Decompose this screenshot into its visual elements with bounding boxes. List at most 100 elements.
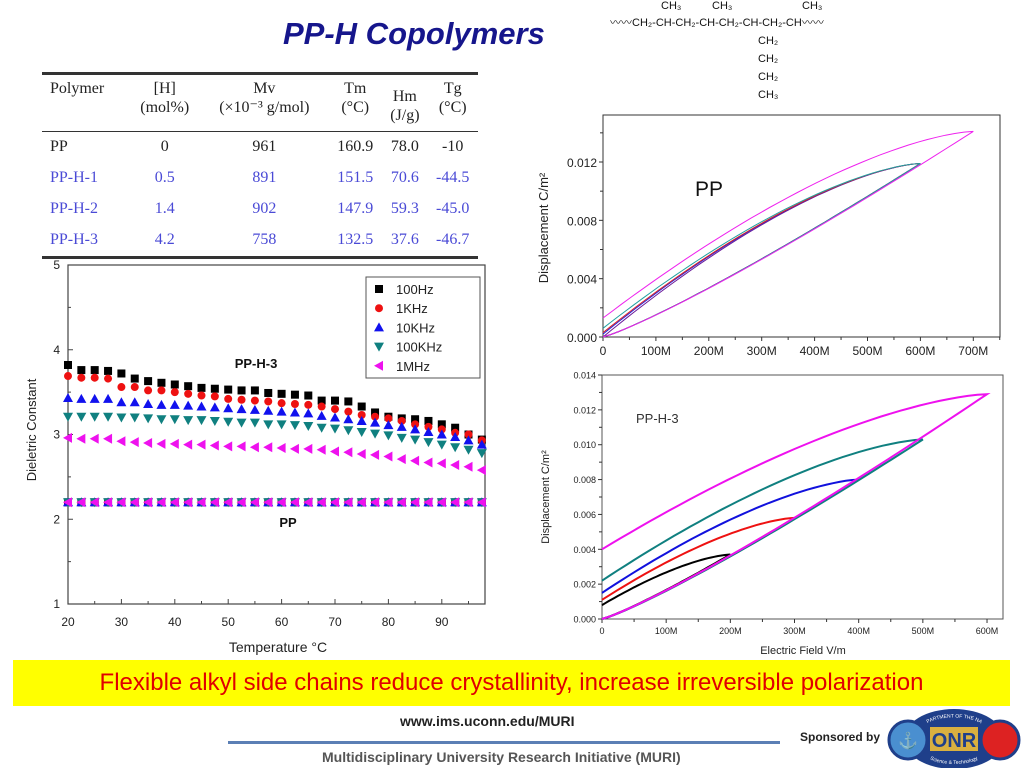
hysteresis-loop [601,438,924,620]
header-tg: Tg (°C) [427,73,478,132]
table-cell: 891 [252,169,277,186]
data-point-10KHz [463,435,474,445]
hysteresis-loop [601,553,731,620]
pp-data-point-1MHz [263,497,273,508]
data-point-100KHz [276,420,287,430]
data-point-100Hz [210,384,219,393]
data-point-100Hz [290,390,299,399]
table-cell: 758 [252,231,277,248]
table-cell: PP [50,138,68,155]
legend-item: 1MHz [374,359,430,374]
data-point-1KHz [104,374,113,383]
data-point-100Hz [197,383,206,392]
data-point-100KHz [103,412,114,422]
data-point-100KHz [63,412,73,422]
data-point-100Hz [357,402,366,411]
data-point-1KHz [264,397,273,406]
anchor-icon: ⚓ [898,731,918,750]
data-point-1MHz [143,437,153,448]
data-point-1MHz [356,448,366,459]
table-cell: -44.5 [436,169,470,186]
data-point-1MHz [249,442,259,453]
legend-marker [375,304,383,313]
slide-title: PP-H Copolymers [283,16,545,51]
y-tick-label: 0.012 [573,405,596,415]
hysteresis-loop [602,163,921,338]
table-cell: PP-H-2 [50,200,99,217]
annotation-pp: PP [279,515,297,530]
data-point-100KHz [143,414,154,424]
y-tick-label: 0.014 [573,371,596,381]
pp-data-point-1MHz [316,497,326,508]
logo-center [930,727,978,751]
data-point-1KHz [331,405,339,414]
footer-divider [228,741,780,744]
data-point-1KHz [157,386,166,395]
data-point-1MHz [63,432,72,443]
y-tick-label: 5 [53,258,60,272]
y-tick-label: 0.002 [573,580,596,590]
data-point-100KHz [76,412,87,422]
x-tick-label: 600M [905,344,935,358]
data-point-10KHz [316,410,327,420]
data-point-1KHz [77,373,86,382]
x-tick-label: 700M [958,344,988,358]
data-point-1KHz [197,391,206,400]
data-point-100KHz [343,426,354,436]
x-tick-label: 30 [115,615,129,629]
data-point-100KHz [330,424,340,434]
data-point-10KHz [183,400,194,410]
pp-displacement-chart: 0 100M 200M 300M 400M 500M 600M 700M 0.000 0.004 0… [536,114,1001,358]
data-point-100Hz [277,389,286,398]
y-tick-label: 0.004 [567,273,597,287]
data-point-1KHz [117,383,126,392]
data-point-1MHz [89,433,99,444]
structure-methyl-1: CH₃ [661,0,682,12]
structure-methyl-2: CH₃ [712,0,733,12]
x-tick-label: 0 [600,344,607,358]
data-point-10KHz [116,397,127,407]
data-point-100Hz [130,374,139,383]
data-point-1KHz [411,420,420,429]
footer-url-link[interactable]: www.ims.uconn.edu/MURI [400,713,575,729]
data-point-10KHz [209,402,220,412]
legend-item: 1KHz [375,301,428,316]
header-polymer: Polymer [42,73,129,132]
pp-data-point-1MHz [423,497,433,508]
data-point-100KHz [383,431,394,441]
y-tick-label: 0.000 [567,331,597,345]
y-tick-label: 0.008 [573,475,596,485]
legend: 100Hz 1KHz 10KHz 100KHz 1MHz [365,276,481,379]
pp-data-point-1MHz [143,497,153,508]
structure-side-end: CH₃ [758,89,779,101]
anchor-emblem-icon [887,719,929,761]
data-point-1MHz [103,433,113,444]
legend-label: 1KHz [396,301,428,316]
pp-data-point-1MHz [76,497,86,508]
data-point-1KHz [304,400,313,409]
data-point-1MHz [396,454,406,465]
plot-frame [602,114,1001,338]
pp-data-point-1MHz [476,497,486,508]
hysteresis-loop [601,478,860,620]
pp-data-point-1MHz [249,497,259,508]
legend-label: 100KHz [396,340,442,355]
x-tick-label: 40 [168,615,182,629]
data-point-100KHz [183,416,194,426]
data-point-1KHz [224,394,233,403]
data-point-100KHz [169,415,180,425]
pp-data-point-1MHz [209,497,219,508]
x-tick-label: 300M [783,626,806,636]
data-point-100KHz [129,413,140,423]
annotation-pp: PP [695,178,723,201]
data-point-10KHz [303,408,314,418]
data-point-1KHz [437,425,446,434]
data-point-10KHz [343,414,354,424]
y-tick-label: 0.006 [573,510,596,520]
x-tick-label: 300M [747,344,777,358]
data-point-100Hz [371,408,380,417]
data-point-1KHz [397,416,406,425]
header-line: Polymer [50,80,105,97]
legend-item: 100Hz [375,282,434,297]
